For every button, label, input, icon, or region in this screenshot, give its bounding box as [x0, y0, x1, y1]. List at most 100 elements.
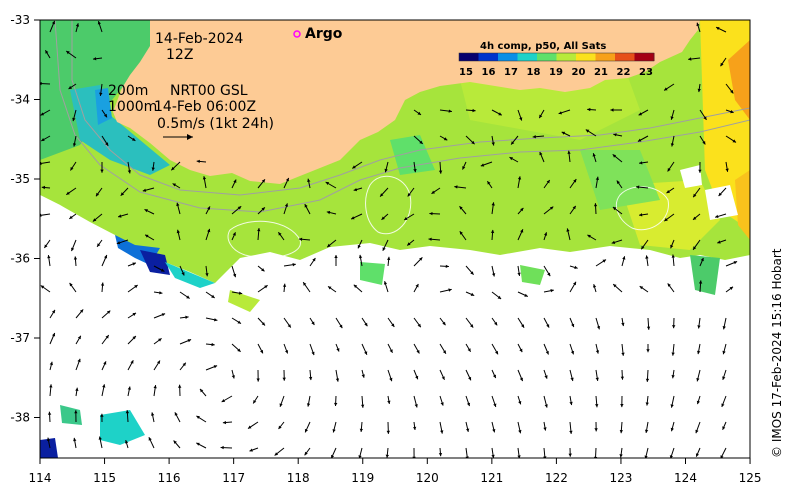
current-arrow-head	[174, 412, 178, 416]
current-arrow-head	[646, 326, 651, 330]
current-arrow-head	[637, 138, 642, 142]
current-arrow-head	[364, 351, 368, 355]
current-arrow-head	[49, 384, 53, 388]
current-arrow-head	[93, 57, 97, 61]
current-arrow-head	[196, 415, 200, 419]
current-arrow-head	[213, 365, 218, 369]
current-arrow-head	[544, 404, 548, 408]
current-arrow-head	[490, 229, 495, 234]
current-arrow-head	[696, 22, 700, 27]
current-arrow-head	[125, 440, 129, 444]
current-arrow-head	[417, 323, 421, 328]
current-arrow-head	[639, 161, 643, 165]
current-arrow-head	[612, 154, 617, 158]
current-arrow-head	[125, 410, 130, 414]
current-arrow-head	[75, 387, 79, 391]
current-arrow-head	[41, 185, 46, 190]
current-arrow-head	[358, 254, 363, 259]
current-arrow-head	[257, 228, 261, 232]
current-arrow-head	[158, 338, 162, 342]
current-arrow-head	[144, 209, 148, 213]
current-arrow-head	[41, 138, 45, 141]
current-arrow-head	[595, 404, 599, 408]
current-arrow-head	[261, 179, 265, 183]
current-arrow-head	[638, 112, 643, 116]
current-arrow-head	[732, 139, 736, 143]
current-arrow-head	[454, 185, 458, 189]
current-arrow-head	[459, 206, 463, 210]
current-arrow-head	[645, 255, 649, 259]
current-arrow-head	[702, 141, 706, 145]
current-arrow-head	[671, 375, 675, 379]
current-arrow-head	[670, 404, 674, 408]
current-arrow-head	[148, 437, 152, 441]
current-arrow-head	[103, 113, 107, 118]
current-arrow-head	[287, 324, 291, 328]
current-arrow-head	[585, 129, 590, 133]
colorbar-segment	[634, 53, 655, 61]
current-arrow-head	[303, 282, 307, 286]
current-arrow-head	[68, 85, 72, 89]
current-arrow-head	[622, 256, 626, 260]
current-arrow-head	[73, 256, 78, 260]
current-arrow-head	[389, 377, 393, 382]
current-arrow-head	[185, 315, 189, 319]
current-arrow-head	[448, 109, 452, 113]
current-arrow-head	[102, 384, 106, 388]
current-arrow-head	[524, 293, 528, 297]
current-arrow-head	[611, 240, 616, 244]
current-arrow-head	[261, 207, 265, 211]
current-arrow-head	[573, 179, 577, 183]
current-arrow-head	[729, 286, 733, 290]
current-arrow-head	[311, 321, 315, 325]
lat-tick-label: -34	[10, 93, 30, 107]
current-arrow-head	[573, 281, 576, 286]
current-arrow-head	[105, 142, 109, 146]
current-arrow-head	[261, 268, 265, 272]
colorbar-tick-label: 22	[617, 67, 631, 78]
current-arrow-head	[181, 272, 185, 276]
current-arrow-head	[722, 376, 726, 380]
current-arrow-head	[176, 202, 180, 207]
colorbar-tick-label: 21	[594, 67, 608, 78]
current-arrow-head	[202, 176, 207, 180]
current-arrow-head	[619, 430, 623, 434]
current-arrow-head	[667, 168, 671, 172]
current-arrow-head	[621, 322, 625, 327]
current-arrow-head	[359, 428, 363, 432]
current-arrow-head	[620, 404, 624, 408]
current-arrow-head	[547, 272, 551, 277]
current-arrow-head	[69, 282, 73, 287]
current-arrow-head	[593, 284, 597, 288]
current-arrow-head	[574, 265, 578, 269]
current-arrow-head	[730, 110, 734, 114]
current-arrow-head	[725, 168, 729, 172]
current-arrow-head	[284, 203, 288, 207]
current-arrow-head	[639, 286, 644, 290]
current-arrow-head	[214, 318, 218, 322]
current-arrow-head	[222, 420, 227, 425]
current-arrow-head	[570, 377, 574, 381]
current-arrow-head	[550, 289, 554, 293]
current-arrow-head	[334, 255, 338, 258]
colorbar-segment	[478, 53, 499, 61]
current-arrow-head	[292, 263, 296, 267]
current-arrow-head	[518, 429, 522, 434]
current-arrow-head	[492, 429, 496, 433]
current-arrow-head	[413, 169, 417, 173]
current-arrow-head	[520, 229, 524, 233]
current-arrow-head	[45, 50, 49, 54]
current-arrow-head	[519, 117, 523, 121]
current-arrow-head	[546, 324, 550, 328]
current-arrow-head	[353, 284, 358, 288]
current-arrow-head	[595, 176, 599, 180]
current-arrow-head	[467, 348, 471, 352]
current-arrow-head	[248, 425, 252, 429]
current-arrow-head	[132, 336, 136, 340]
current-arrow-head	[389, 349, 393, 353]
current-arrow-head	[544, 375, 548, 379]
current-arrow-head	[352, 165, 356, 169]
current-arrow-head	[602, 259, 606, 263]
vector-scale-arrow	[163, 134, 193, 140]
current-arrow-head	[693, 216, 697, 220]
